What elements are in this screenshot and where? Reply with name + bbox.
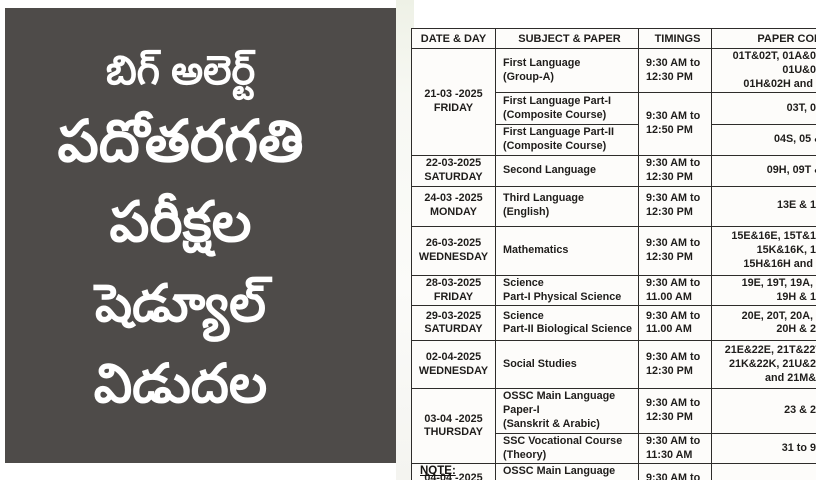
table-row: SSC Vocational Course (Theory) 9:30 AM t… [412, 432, 816, 465]
col-header-subject: SUBJECT & PAPER [495, 28, 639, 49]
codes-cell: 19E, 19T, 19A, 1 19H & 19 [711, 274, 816, 307]
codes-cell: 13E & 14 [711, 185, 816, 227]
codes-cell: 01T&02T, 01A&02 01U&02 01H&02H and 0 [711, 47, 816, 94]
timing-cell: 9:30 AM to 12:30 PM [638, 155, 712, 187]
timing-cell: 9:30 AM to 11:30 AM [638, 432, 712, 465]
codes-cell: 15E&16E, 15T&16 15K&16K, 15 15H&16H and … [711, 225, 816, 276]
subject-cell: OSSC Main Language Paper-II (Sanskrit & … [495, 463, 639, 480]
codes-cell: 20E, 20T, 20A, 2 20H & 20 [711, 305, 816, 342]
timing-cell: 9:30 AM to 12:30 PM [638, 340, 712, 390]
subject-cell: Mathematics [495, 225, 639, 276]
banner-line-tenth-class: పదోతరగతి [57, 109, 304, 174]
banner-line-released: విడుదల [93, 354, 268, 414]
banner-line-exams: పరీక్షల [109, 190, 252, 253]
subject-cell: First Language (Group-A) [495, 47, 639, 94]
table-row: First Language Part-I (Composite Course)… [412, 92, 816, 157]
background-gap-strip [396, 0, 414, 480]
col-header-timings: TIMINGS [638, 28, 712, 49]
date-cell: 03-04 -2025 THURSDAY [411, 388, 496, 465]
date-cell: 26-03-2025 WEDNESDAY [411, 225, 496, 276]
table-row: 24-03 -2025 MONDAY Third Language (Engli… [411, 185, 816, 227]
codes-cell: 21E&22E, 21T&22T 21K&22K, 21U&22 and 21M… [711, 340, 816, 390]
timing-cell: 9:30 AM to 12:30 PM [638, 47, 712, 94]
date-cell: 22-03-2025 SATURDAY [411, 155, 496, 187]
codes-cell: 03T, 03 [711, 92, 816, 126]
background-photo-strip [394, 9, 816, 29]
subject-cell: Social Studies [495, 340, 639, 390]
subject-cell: OSSC Main Language Paper-I (Sanskrit & A… [495, 388, 639, 434]
codes-cell: 04S, 05 & [711, 124, 816, 157]
col-header-paper-codes: PAPER COD [711, 28, 816, 49]
note-label: NOTE: [420, 465, 456, 477]
timing-cell: 9:30 AM to 12:30 PM [638, 225, 712, 276]
timing-cell: 9:30 AM to 11.00 AM [638, 274, 712, 307]
subject-cell: Second Language [495, 155, 639, 187]
subject-cell: First Language Part-I (Composite Course) [495, 92, 639, 126]
timing-cell: 9:30 AM to 12:30 PM [638, 185, 712, 227]
date-cell: 24-03 -2025 MONDAY [411, 185, 496, 227]
table-row: 04-04 -2025 FRIDAY OSSC Main Language Pa… [411, 463, 816, 480]
exam-schedule-table: DATE & DAY SUBJECT & PAPER TIMINGS PAPER… [411, 28, 816, 480]
table-row: 03-04 -2025 THURSDAY OSSC Main Language … [411, 388, 816, 465]
alert-banner: బిగ్ అలెర్ట్ పదోతరగతి పరీక్షల షెడ్యూల్ వ… [5, 8, 396, 463]
codes-cell: 09H, 09T & [711, 155, 816, 187]
table-row: 26-03-2025 WEDNESDAY Mathematics 9:30 AM… [411, 225, 816, 276]
codes-cell: 24 & 26 [711, 463, 816, 480]
subject-cell: Science Part-II Biological Science [495, 305, 639, 342]
subject-cell: SSC Vocational Course (Theory) [495, 432, 639, 465]
date-cell: 29-03-2025 SATURDAY [411, 305, 496, 342]
date-cell: 02-04-2025 WEDNESDAY [411, 340, 496, 390]
col-header-date: DATE & DAY [411, 28, 496, 49]
table-row: 29-03-2025 SATURDAY Science Part-II Biol… [411, 305, 816, 342]
table-row: 02-04-2025 WEDNESDAY Social Studies 9:30… [411, 340, 816, 390]
date-cell: 28-03-2025 FRIDAY [411, 274, 496, 307]
subject-cell: Third Language (English) [495, 185, 639, 227]
timing-cell: 9:30 AM to 11.00 AM [638, 305, 712, 342]
header-row: DATE & DAY SUBJECT & PAPER TIMINGS PAPER… [411, 28, 816, 49]
table-row: 21-03 -2025 FRIDAY First Language (Group… [411, 47, 816, 157]
table-row: 22-03-2025 SATURDAY Second Language 9:30… [411, 155, 816, 187]
codes-cell: 31 to 93 [711, 432, 816, 465]
timing-cell: 9:30 AM to 12:30 PM [638, 463, 712, 480]
timing-cell: 9:30 AM to 12:50 PM [638, 92, 712, 157]
codes-cell: 23 & 25 [711, 388, 816, 434]
date-cell: 21-03 -2025 FRIDAY [411, 47, 496, 157]
timing-cell: 9:30 AM to 12:30 PM [638, 388, 712, 434]
subject-cell: First Language Part-II (Composite Course… [495, 124, 639, 157]
banner-line-big-alert: బిగ్ అలెర్ట్ [105, 49, 256, 93]
subject-cell: Science Part-I Physical Science [495, 274, 639, 307]
banner-line-schedule: షెడ్యూల్ [95, 275, 266, 333]
table-row: 28-03-2025 FRIDAY Science Part-I Physica… [411, 274, 816, 307]
